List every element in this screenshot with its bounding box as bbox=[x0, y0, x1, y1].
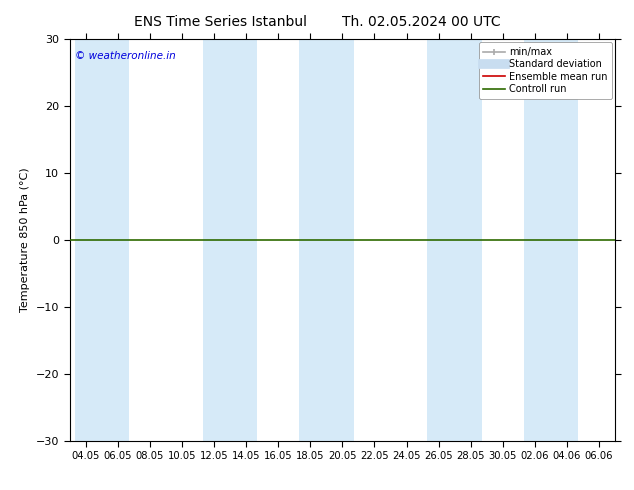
Bar bbox=[75, 39, 129, 441]
Bar bbox=[299, 39, 354, 441]
Text: © weatheronline.in: © weatheronline.in bbox=[75, 51, 176, 61]
Legend: min/max, Standard deviation, Ensemble mean run, Controll run: min/max, Standard deviation, Ensemble me… bbox=[479, 42, 612, 99]
Text: ENS Time Series Istanbul        Th. 02.05.2024 00 UTC: ENS Time Series Istanbul Th. 02.05.2024 … bbox=[134, 15, 500, 29]
Y-axis label: Temperature 850 hPa (°C): Temperature 850 hPa (°C) bbox=[20, 168, 30, 313]
Bar bbox=[524, 39, 578, 441]
Bar bbox=[203, 39, 257, 441]
Bar bbox=[427, 39, 482, 441]
